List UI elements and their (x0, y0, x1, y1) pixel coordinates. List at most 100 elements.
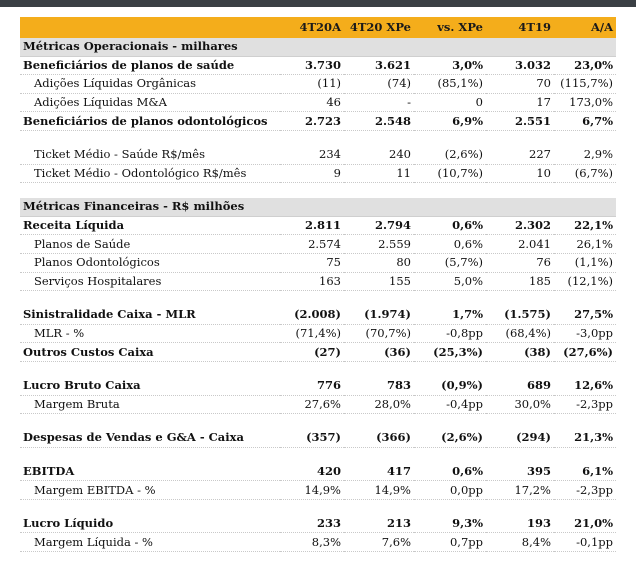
value-cell: 240 (344, 145, 414, 165)
value-cell: 0,6% (414, 216, 486, 236)
value-cell: 155 (344, 272, 414, 292)
value-cell: - (344, 93, 414, 113)
value-cell: 3.621 (344, 56, 414, 76)
value-cell: -2,3pp (554, 480, 616, 500)
submetric-row: Ticket Médio - Saúde R$/mês 234 240 (2,6%) 2… (20, 145, 616, 165)
value-cell: 420 (280, 462, 344, 482)
value-cell: 9,3% (414, 514, 486, 534)
spacer-row (20, 361, 616, 377)
top-bar (0, 0, 636, 7)
row-label: Planos Odontológicos (20, 253, 280, 273)
value-cell: -2,3pp (554, 395, 616, 415)
value-cell: (5,7%) (414, 253, 486, 273)
row-label: Margem Líquida - % (20, 532, 280, 553)
value-cell: 2.811 (280, 216, 344, 236)
value-cell: 163 (280, 272, 344, 292)
submetric-row: MLR - % (71,4%) (70,7%) -0,8pp (68,4%) -3,0pp (20, 324, 616, 344)
table-header-row: 4T20A 4T20 XPe vs. XPe 4T19 A/A (20, 17, 616, 38)
row-label: Planos de Saúde (20, 234, 280, 254)
header-col-a-a: A/A (554, 17, 616, 38)
metric-row: Receita Líquida 2.811 2.794 0,6% 2.302 22,1% (20, 216, 616, 236)
value-cell: 27,6% (280, 395, 344, 415)
row-label: Despesas de Vendas e G&A - Caixa (20, 429, 280, 448)
value-cell: 7,6% (344, 532, 414, 553)
spacer-row (20, 183, 616, 199)
row-label: Beneficiários de planos de saúde (20, 56, 280, 76)
value-cell: 12,6% (554, 376, 616, 396)
table-body: Métricas Operacionais - milhares Benefici… (20, 38, 616, 553)
financial-metrics-table: 4T20A 4T20 XPe vs. XPe 4T19 A/A Métricas… (20, 17, 616, 553)
value-cell: 173,0% (554, 93, 616, 113)
value-cell: 227 (486, 145, 554, 165)
value-cell: 776 (280, 376, 344, 396)
value-cell: 6,9% (414, 111, 486, 131)
value-cell: 1,7% (414, 306, 486, 325)
row-label: Beneficiários de planos odontológicos (20, 111, 280, 131)
value-cell: -0,1pp (554, 532, 616, 553)
value-cell: 30,0% (486, 395, 554, 415)
value-cell: (294) (486, 429, 554, 448)
spacer-cell (20, 414, 616, 430)
row-label: Ticket Médio - Saúde R$/mês (20, 145, 280, 165)
value-cell: 8,3% (280, 532, 344, 553)
value-cell: 2,9% (554, 145, 616, 165)
row-label: Margem EBITDA - % (20, 480, 280, 500)
section-title: Métricas Operacionais - milhares (20, 38, 616, 57)
header-col-4t20a: 4T20A (280, 17, 344, 38)
value-cell: 10 (486, 164, 554, 184)
value-cell: 17,2% (486, 480, 554, 500)
submetric-row: Margem Bruta 27,6% 28,0% -0,4pp 30,0% -2,3pp (20, 395, 616, 415)
value-cell: 193 (486, 514, 554, 534)
value-cell: (2.008) (280, 306, 344, 325)
metric-row: Outros Custos Caixa (27) (36) (25,3%) (38) (2… (20, 342, 616, 362)
value-cell: (366) (344, 429, 414, 448)
row-label: Receita Líquida (20, 216, 280, 236)
value-cell: -0,8pp (414, 324, 486, 344)
value-cell: 0,7pp (414, 532, 486, 553)
value-cell: (11) (280, 74, 344, 94)
value-cell: (357) (280, 429, 344, 448)
row-label: Adições Líquidas Orgânicas (20, 74, 280, 94)
metric-row: Beneficiários de planos de saúde 3.730 3.6… (20, 56, 616, 76)
spacer-row (20, 291, 616, 307)
value-cell: 417 (344, 462, 414, 482)
submetric-row: Ticket Médio - Odontológico R$/mês 9 11 (10… (20, 164, 616, 184)
row-label: Outros Custos Caixa (20, 342, 280, 362)
value-cell: 26,1% (554, 234, 616, 254)
value-cell: 22,1% (554, 216, 616, 236)
value-cell: 21,3% (554, 429, 616, 448)
value-cell: (71,4%) (280, 324, 344, 344)
value-cell: (1.974) (344, 306, 414, 325)
submetric-row: Margem Líquida - % 8,3% 7,6% 0,7pp 8,4% -0,1p… (20, 532, 616, 553)
row-label: Margem Bruta (20, 395, 280, 415)
section-header-row: Métricas Operacionais - milhares (20, 38, 616, 57)
value-cell: (1.575) (486, 306, 554, 325)
value-cell: 0,6% (414, 234, 486, 254)
spacer-row (20, 414, 616, 430)
value-cell: 14,9% (344, 480, 414, 500)
value-cell: 2.041 (486, 234, 554, 254)
value-cell: -0,4pp (414, 395, 486, 415)
header-col-4t20-xpe: 4T20 XPe (344, 17, 414, 38)
row-label: MLR - % (20, 324, 280, 344)
value-cell: 76 (486, 253, 554, 273)
header-col-vs-xpe: vs. XPe (414, 17, 486, 38)
value-cell: (74) (344, 74, 414, 94)
value-cell: 185 (486, 272, 554, 292)
value-cell: 0,6% (414, 462, 486, 482)
spacer-cell (20, 361, 616, 377)
value-cell: 2.794 (344, 216, 414, 236)
row-label: Lucro Líquido (20, 514, 280, 534)
value-cell: 80 (344, 253, 414, 273)
section-header-row: Métricas Financeiras - R$ milhões (20, 198, 616, 217)
spacer-row (20, 447, 616, 463)
metric-row: Sinistralidade Caixa - MLR (2.008) (1.974)… (20, 306, 616, 325)
value-cell: 2.548 (344, 111, 414, 131)
value-cell: (68,4%) (486, 324, 554, 344)
value-cell: 9 (280, 164, 344, 184)
metric-row: EBITDA 420 417 0,6% 395 6,1% (20, 462, 616, 482)
value-cell: (115,7%) (554, 74, 616, 94)
value-cell: (36) (344, 342, 414, 362)
value-cell: (25,3%) (414, 342, 486, 362)
value-cell: 2.559 (344, 234, 414, 254)
